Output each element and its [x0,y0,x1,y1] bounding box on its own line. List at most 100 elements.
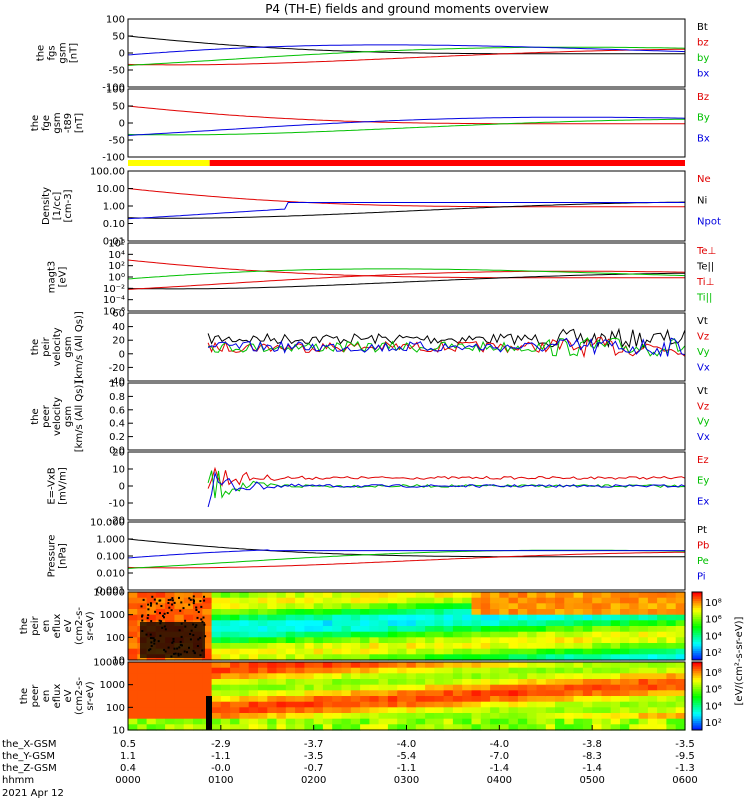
heat-cell [536,690,547,697]
heat-cell [666,620,677,627]
heat-cell [545,654,556,661]
heat-cell [508,592,519,599]
colorbar-cell [692,603,702,607]
colorbar-tick: 10⁶ [705,615,722,626]
heat-cell [536,643,547,650]
heat-cell [675,614,686,621]
heat-cell [183,707,194,714]
heat-cell [248,713,259,720]
series-Ez-line [207,466,685,489]
heat-cell [443,620,454,627]
heat-cell [258,614,268,621]
heat-cell [657,713,667,720]
heat-cell [629,690,640,697]
heat-cell [555,637,565,644]
heat-cell [471,637,482,644]
heat-cell [527,713,538,720]
heat-cell [332,614,343,621]
colorbar-cell [692,655,702,659]
colorbar-cell [692,601,702,604]
heat-cell [666,724,677,731]
heat-cell [425,603,435,610]
y-axis-label: Pressure[nPa] [47,535,69,578]
heat-cell [545,662,556,669]
heat-cell [165,701,175,708]
series-Pi-line [128,549,685,559]
heat-cell [378,684,389,691]
y-tick-label: 10² [108,261,125,272]
heat-cell [322,648,333,655]
heat-cell [462,662,473,669]
heat-cell [425,690,435,697]
heat-cell [452,684,463,691]
colorbar-cell [692,596,702,600]
heat-cell [582,701,593,708]
heat-cell [452,637,463,644]
heat-cell [601,713,612,720]
heat-cell [508,718,519,725]
heat-cell [285,654,296,661]
heat-cell [499,637,510,644]
heat-cell [610,631,621,638]
heat-cell [517,620,528,627]
heat-cell [434,667,445,674]
heat-cell [620,631,630,638]
heat-cell [675,654,686,661]
heat-cell [545,620,556,627]
heat-cell [620,690,630,697]
heat-cell [128,592,138,599]
heat-cell [387,718,398,725]
heat-cell [174,684,185,691]
heat-cell [369,643,380,650]
y-axis-label: thepeervelocitygsm[km/s (All Qs)] [30,381,85,453]
heat-cell [471,654,482,661]
heat-cell [258,724,268,731]
heat-cell [128,724,138,731]
heat-cell [378,620,389,627]
heat-cell [443,696,454,703]
ephemeris-row-label: the_Z-GSM [2,763,57,774]
data-gap-mark [169,598,172,601]
heat-cell [387,690,398,697]
heat-cell [499,707,510,714]
heat-cell [202,620,213,627]
heat-cell [397,648,408,655]
heat-cell [360,724,370,731]
heat-cell [332,690,343,697]
heat-cell [267,662,278,669]
colorbar-cell [692,619,702,622]
heat-cell [406,592,417,599]
heat-cell [555,701,565,708]
heat-cell [517,707,528,714]
heat-cell [313,696,324,703]
x-tick-label: -1.1 [397,763,417,774]
heat-cell [220,648,231,655]
y-tick-label: 0.8 [109,392,125,403]
y-axis-label: thepeirenefluxeV(cm2-s-sr-eV) [19,607,96,645]
heat-cell [258,654,268,661]
heat-cell [220,718,231,725]
heat-cell [592,707,603,714]
heat-cell [220,690,231,697]
heat-cell [657,690,667,697]
heat-cell [638,648,649,655]
colorbar-cell [692,686,702,690]
heat-cell [155,713,166,720]
series-Pb-line [128,551,685,569]
heat-cell [415,597,426,604]
heat-cell [601,690,612,697]
heat-cell [638,614,649,621]
heat-cell [610,637,621,644]
heat-cell [452,713,463,720]
heat-cell [369,718,380,725]
heat-cell [267,626,278,633]
heat-cell [304,701,315,708]
series-group [128,259,685,290]
heat-cell [258,631,268,638]
data-gap-mark [197,611,200,613]
y-tick-label: 10⁻⁶ [103,307,125,318]
heat-cell [471,603,482,610]
data-gap-mark [150,620,153,623]
series-Pt-line [128,538,685,558]
heat-cell [443,626,454,633]
